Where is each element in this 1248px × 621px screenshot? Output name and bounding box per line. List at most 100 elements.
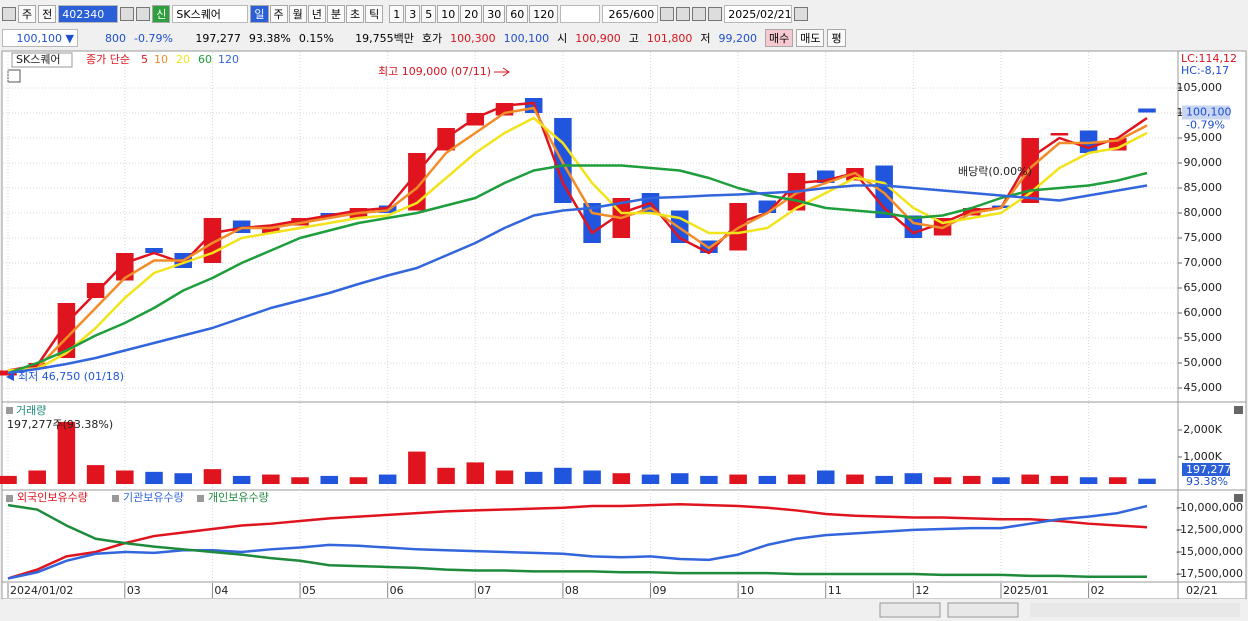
volume-bar (437, 467, 455, 484)
legend-entry: 60 (198, 53, 212, 66)
y-tick-label: 55,000 (1184, 331, 1223, 344)
interval-button[interactable]: 3 (405, 5, 421, 23)
volume-bar (524, 471, 543, 484)
name-field: SK스퀘어 (172, 5, 249, 23)
order-button[interactable]: 매수 (764, 29, 794, 47)
annotation-arrow (6, 373, 14, 381)
last-volume-pct: 93.38% (1186, 475, 1228, 488)
last-volume: 197,277 (1186, 463, 1232, 476)
y-tick-label: 45,000 (1184, 381, 1223, 394)
badge: 신 (152, 5, 171, 23)
legend-entry: 기관보유수량 (123, 491, 184, 504)
code-input[interactable]: 402340 (58, 5, 119, 23)
price-value: 100,100 (16, 32, 63, 45)
annotation: 최저 46,750 (01/18) (18, 370, 124, 383)
volume-bar (232, 475, 251, 484)
interval-button[interactable]: 30 (483, 5, 506, 23)
interval-button[interactable]: 10 (437, 5, 460, 23)
view-select[interactable]: 주 (18, 5, 37, 23)
last-price: 100,100 (1186, 106, 1232, 119)
interval-button[interactable]: 20 (460, 5, 483, 23)
panel-subtitle: 197,277주(93.38%) (7, 418, 113, 431)
order-buttons: 매수 매도 평 (764, 29, 846, 47)
volume-bar (349, 477, 368, 484)
period-tab[interactable]: 틱 (365, 5, 384, 23)
x-tick-label: 11 (828, 584, 842, 597)
period-tab[interactable]: 년 (307, 5, 326, 23)
period-tab[interactable]: 분 (326, 5, 345, 23)
open-label: 시 (557, 32, 568, 45)
legend-entry: 120 (218, 53, 239, 66)
volume-bar (729, 474, 747, 484)
volume-bar (174, 473, 192, 484)
period-tab[interactable]: 주 (269, 5, 288, 23)
volume-bar (933, 477, 952, 484)
series-line (7, 503, 1147, 578)
x-tick-label: 04 (214, 584, 228, 597)
y-tick-label: 75,000 (1184, 231, 1223, 244)
candle (262, 228, 280, 233)
volume-bar (408, 451, 426, 484)
interval-button[interactable]: 5 (421, 5, 437, 23)
period-tab[interactable]: 일 (250, 5, 269, 23)
y-tick-label: 65,000 (1184, 281, 1223, 294)
interval-dropdown[interactable] (560, 5, 601, 23)
x-tick-label: 02 (1091, 584, 1105, 597)
volume-ratio: 93.38% (248, 31, 291, 45)
tool-icon[interactable] (676, 7, 691, 21)
sound-icon[interactable] (136, 7, 151, 21)
legend-marker (6, 407, 13, 414)
x-tick-label: 06 (390, 584, 404, 597)
prev-button[interactable]: 전 (38, 5, 57, 23)
volume-bar (57, 421, 76, 484)
calendar-icon[interactable] (794, 7, 809, 21)
ask-label: 호가 (421, 32, 443, 45)
annotation: 배당락(0.00%) (958, 165, 1032, 178)
scroll-buttons[interactable] (879, 602, 941, 618)
candle (145, 248, 163, 253)
panel-icon[interactable] (7, 69, 21, 83)
tool-icon[interactable] (660, 7, 675, 21)
last-date: 02/21 (1186, 584, 1218, 597)
order-button[interactable]: 매도 (796, 29, 825, 47)
y-tick-label: 2,000K (1183, 423, 1222, 436)
interval-button[interactable]: 120 (529, 5, 559, 23)
save-icon[interactable] (692, 7, 707, 21)
volume-bar (466, 462, 485, 484)
y-tick-label: 1,000K (1183, 450, 1222, 463)
legend-name: SK스퀘어 (16, 53, 61, 66)
close-icon[interactable] (1234, 406, 1243, 414)
y-tick-label: -15,000,000 (1176, 545, 1243, 558)
bid: 100,100 (503, 31, 550, 45)
date-field[interactable]: 2025/02/21 (724, 5, 793, 23)
legend-entry: 5 (141, 53, 148, 66)
volume-bar (203, 469, 222, 484)
count-field[interactable]: 265/600 (602, 5, 659, 23)
volume-bar (1050, 475, 1069, 484)
search-icon[interactable] (120, 7, 135, 21)
y-tick-label: 85,000 (1184, 181, 1223, 194)
volume-bar (320, 475, 339, 484)
zoom-slider[interactable] (947, 602, 1019, 618)
close-icon[interactable] (1234, 494, 1243, 502)
volume-bar (963, 475, 981, 484)
volume-bar (145, 471, 163, 484)
interval-button[interactable]: 60 (506, 5, 529, 23)
period-tab[interactable]: 초 (346, 5, 365, 23)
interval-button[interactable]: 1 (389, 5, 405, 23)
volume-bar (495, 470, 514, 484)
legend-entry: 10 (154, 53, 168, 66)
volume-bar (28, 470, 46, 484)
volume-bar (1021, 474, 1039, 484)
tool-icons[interactable] (1030, 603, 1240, 617)
high-label: 고 (628, 32, 639, 45)
last-price-box (1182, 105, 1230, 120)
settings-icon[interactable] (708, 7, 723, 21)
period-tab[interactable]: 월 (288, 5, 307, 23)
legend-marker (197, 495, 204, 502)
volume-bar (262, 474, 280, 484)
order-button[interactable]: 평 (827, 29, 846, 47)
layout-icon[interactable] (2, 7, 16, 21)
